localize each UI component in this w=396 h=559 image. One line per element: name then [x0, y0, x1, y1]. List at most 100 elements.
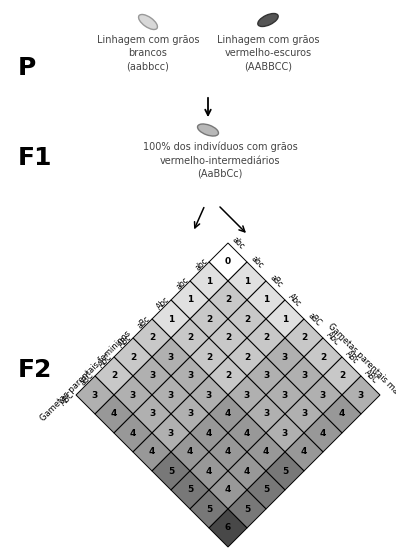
Polygon shape: [209, 319, 247, 357]
Polygon shape: [171, 433, 209, 471]
Polygon shape: [171, 281, 209, 319]
Polygon shape: [266, 300, 304, 338]
Text: Abc: Abc: [287, 292, 303, 308]
Text: 5: 5: [206, 505, 212, 514]
Text: 3: 3: [130, 391, 136, 400]
Text: 3: 3: [92, 391, 98, 400]
Text: 2: 2: [187, 334, 193, 343]
Text: 5: 5: [263, 486, 269, 495]
Text: ABc: ABc: [344, 349, 361, 365]
Polygon shape: [133, 319, 171, 357]
Text: 3: 3: [282, 391, 288, 400]
Text: 3: 3: [149, 410, 155, 419]
Polygon shape: [228, 452, 266, 490]
Polygon shape: [152, 338, 190, 376]
Ellipse shape: [258, 13, 278, 26]
Text: 4: 4: [320, 429, 326, 438]
Polygon shape: [171, 471, 209, 509]
Polygon shape: [152, 452, 190, 490]
Text: 2: 2: [225, 372, 231, 381]
Text: 4: 4: [111, 410, 117, 419]
Text: 1: 1: [168, 315, 174, 324]
Text: 1: 1: [282, 315, 288, 324]
Polygon shape: [247, 357, 285, 395]
Text: abc: abc: [230, 235, 246, 251]
Polygon shape: [95, 395, 133, 433]
Polygon shape: [342, 376, 380, 414]
Polygon shape: [190, 300, 228, 338]
Text: 4: 4: [130, 429, 136, 438]
Polygon shape: [266, 414, 304, 452]
Text: 3: 3: [187, 410, 193, 419]
Text: 100% dos indivíduos com grãos
vermelho-intermediários
(AaBbCc): 100% dos indivíduos com grãos vermelho-i…: [143, 142, 297, 179]
Text: 3: 3: [168, 429, 174, 438]
Polygon shape: [76, 376, 114, 414]
Text: 4: 4: [339, 410, 345, 419]
Polygon shape: [228, 376, 266, 414]
Polygon shape: [114, 338, 152, 376]
Polygon shape: [171, 395, 209, 433]
Ellipse shape: [139, 15, 158, 30]
Polygon shape: [209, 471, 247, 509]
Text: 5: 5: [282, 467, 288, 476]
Text: 4: 4: [225, 448, 231, 457]
Text: Linhagem com grãos
vermelho-escuros
(AABBCC): Linhagem com grãos vermelho-escuros (AAB…: [217, 35, 319, 72]
Text: aBc: aBc: [136, 314, 152, 330]
Text: aBC: aBC: [306, 311, 323, 328]
Text: 2: 2: [111, 372, 117, 381]
Text: 2: 2: [206, 353, 212, 362]
Text: 5: 5: [244, 505, 250, 514]
Polygon shape: [228, 414, 266, 452]
Text: Linhagem com grãos
brancos
(aabbcc): Linhagem com grãos brancos (aabbcc): [97, 35, 199, 72]
Text: 3: 3: [358, 391, 364, 400]
Polygon shape: [114, 414, 152, 452]
Polygon shape: [190, 490, 228, 528]
Polygon shape: [228, 262, 266, 300]
Text: ABC: ABC: [363, 368, 380, 385]
Text: AbC: AbC: [97, 352, 114, 369]
Text: 6: 6: [225, 523, 231, 533]
Polygon shape: [247, 281, 285, 319]
Text: Gametas parentais femininos: Gametas parentais femininos: [38, 329, 133, 423]
Polygon shape: [209, 433, 247, 471]
Polygon shape: [133, 395, 171, 433]
Polygon shape: [209, 357, 247, 395]
Text: Abc: Abc: [155, 295, 171, 311]
Polygon shape: [304, 338, 342, 376]
Polygon shape: [152, 376, 190, 414]
Text: 4: 4: [244, 429, 250, 438]
Text: ABc: ABc: [116, 333, 133, 349]
Polygon shape: [323, 357, 361, 395]
Polygon shape: [209, 281, 247, 319]
Text: 4: 4: [187, 448, 193, 457]
Text: 3: 3: [149, 372, 155, 381]
Text: 4: 4: [225, 410, 231, 419]
Polygon shape: [152, 300, 190, 338]
Polygon shape: [190, 414, 228, 452]
Text: abc: abc: [174, 276, 190, 292]
Text: 2: 2: [244, 315, 250, 324]
Text: P: P: [18, 56, 36, 80]
Text: 3: 3: [282, 429, 288, 438]
Polygon shape: [133, 433, 171, 471]
Polygon shape: [247, 395, 285, 433]
Text: 3: 3: [168, 353, 174, 362]
Text: 0: 0: [225, 258, 231, 267]
Text: 1: 1: [206, 277, 212, 286]
Polygon shape: [228, 490, 266, 528]
Text: 4: 4: [225, 486, 231, 495]
Text: 3: 3: [187, 372, 193, 381]
Text: 5: 5: [168, 467, 174, 476]
Text: 2: 2: [263, 334, 269, 343]
Polygon shape: [133, 357, 171, 395]
Text: 4: 4: [206, 467, 212, 476]
Text: 4: 4: [244, 467, 250, 476]
Polygon shape: [190, 376, 228, 414]
Polygon shape: [114, 376, 152, 414]
Polygon shape: [209, 509, 247, 547]
Polygon shape: [228, 338, 266, 376]
Text: 2: 2: [130, 353, 136, 362]
Text: 3: 3: [301, 410, 307, 419]
Text: 1: 1: [244, 277, 250, 286]
Polygon shape: [190, 262, 228, 300]
